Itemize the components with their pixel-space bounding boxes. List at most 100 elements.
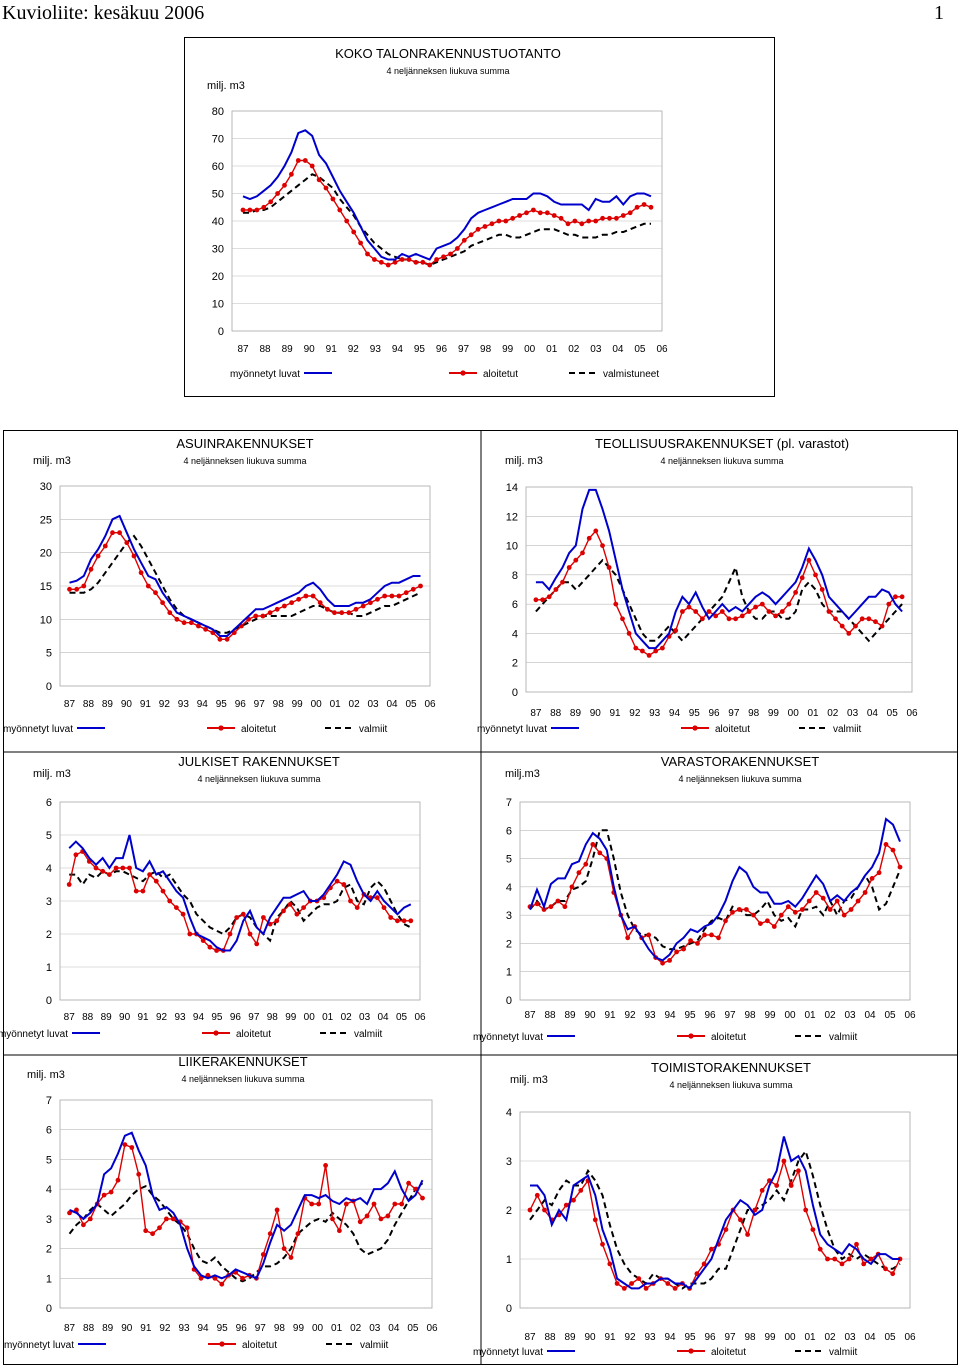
data-point [288, 1255, 294, 1260]
data-point [680, 609, 685, 614]
data-point [846, 631, 852, 636]
data-point [247, 207, 253, 213]
data-point [653, 648, 659, 654]
data-point [667, 958, 672, 963]
data-point [719, 609, 725, 614]
x-tick-label: 92 [629, 708, 641, 719]
data-point [461, 237, 467, 243]
data-point [533, 597, 539, 603]
x-tick-label: 94 [664, 1010, 676, 1021]
chart-title: TEOLLISUUSRAKENNUKSET (pl. varastot) [595, 436, 849, 451]
data-point [839, 1261, 845, 1267]
data-point [427, 262, 433, 268]
data-point [66, 882, 72, 887]
x-tick-label: 90 [590, 708, 602, 719]
chart-title: ASUINRAKENNUKSET [176, 436, 313, 451]
x-tick-label: 04 [867, 708, 879, 719]
x-tick-label: 94 [669, 708, 681, 719]
series-completed [68, 1182, 424, 1283]
data-point [773, 613, 778, 619]
data-point [73, 852, 79, 858]
data-point [198, 1275, 204, 1281]
x-tick-label: 04 [612, 344, 624, 355]
data-point [583, 861, 589, 867]
data-point [110, 530, 115, 536]
data-point [240, 207, 246, 213]
data-point [738, 1217, 743, 1223]
x-tick-label: 91 [138, 1012, 150, 1023]
data-point [859, 616, 865, 622]
legend-label: aloitetut [483, 369, 518, 380]
data-point [164, 1216, 169, 1222]
chart-title: VARASTORAKENNUKSET [661, 754, 820, 769]
y-tick-label: 6 [46, 797, 52, 809]
x-tick-label: 90 [304, 344, 316, 355]
data-point [739, 613, 745, 619]
data-point [701, 1261, 707, 1267]
data-point [592, 1217, 598, 1223]
data-point [418, 583, 423, 589]
data-point [301, 905, 306, 910]
series-starts [533, 528, 905, 658]
data-point [302, 158, 308, 163]
legend: myönnetyt luvat aloitetut valmiit [473, 1347, 858, 1358]
data-point [778, 912, 784, 918]
data-point [143, 1228, 149, 1234]
data-point [799, 907, 805, 912]
data-point [254, 207, 260, 213]
data-point [140, 888, 146, 894]
data-point [633, 645, 639, 651]
legend-marker [692, 725, 698, 731]
data-point [537, 210, 543, 216]
x-tick-label: 95 [211, 1012, 223, 1023]
data-point [873, 619, 878, 625]
data-point [693, 609, 699, 614]
data-point [544, 210, 550, 216]
data-point [771, 924, 777, 929]
data-point [688, 938, 693, 943]
data-point [700, 616, 705, 622]
series-permits [529, 817, 901, 962]
x-tick-label: 95 [216, 699, 228, 710]
x-tick-label: 90 [121, 699, 133, 710]
data-point [673, 628, 679, 633]
data-point [332, 610, 337, 616]
data-point [634, 204, 640, 210]
data-point [785, 904, 791, 910]
y-tick-label: 2 [46, 929, 52, 941]
data-point [540, 597, 545, 603]
data-point [646, 653, 652, 658]
data-point [372, 257, 377, 262]
data-point [752, 1207, 758, 1213]
data-point [503, 218, 509, 224]
x-tick-label: 93 [178, 699, 190, 710]
data-point [759, 1188, 765, 1193]
data-point [353, 606, 359, 612]
data-point [316, 1201, 322, 1207]
legend-label: myönnetyt luvat [477, 724, 547, 735]
series-completed [243, 173, 651, 267]
data-point [217, 636, 223, 642]
data-point [360, 603, 366, 609]
data-point [766, 609, 772, 614]
data-point [862, 890, 868, 895]
x-tick-label: 00 [312, 1323, 324, 1334]
data-point [745, 1232, 750, 1237]
data-point [817, 1246, 823, 1252]
data-point [648, 204, 654, 210]
x-tick-label: 98 [744, 1332, 756, 1343]
data-point [751, 912, 756, 918]
x-tick-label: 05 [884, 1332, 896, 1343]
data-point [88, 566, 94, 572]
x-tick-label: 89 [101, 1012, 113, 1023]
x-tick-label: 87 [524, 1332, 536, 1343]
data-point [833, 616, 838, 622]
data-point [174, 616, 180, 622]
data-point [150, 1231, 156, 1237]
data-point [524, 210, 529, 216]
data-point [753, 604, 758, 610]
data-point [124, 540, 130, 546]
x-tick-label: 04 [864, 1332, 876, 1343]
